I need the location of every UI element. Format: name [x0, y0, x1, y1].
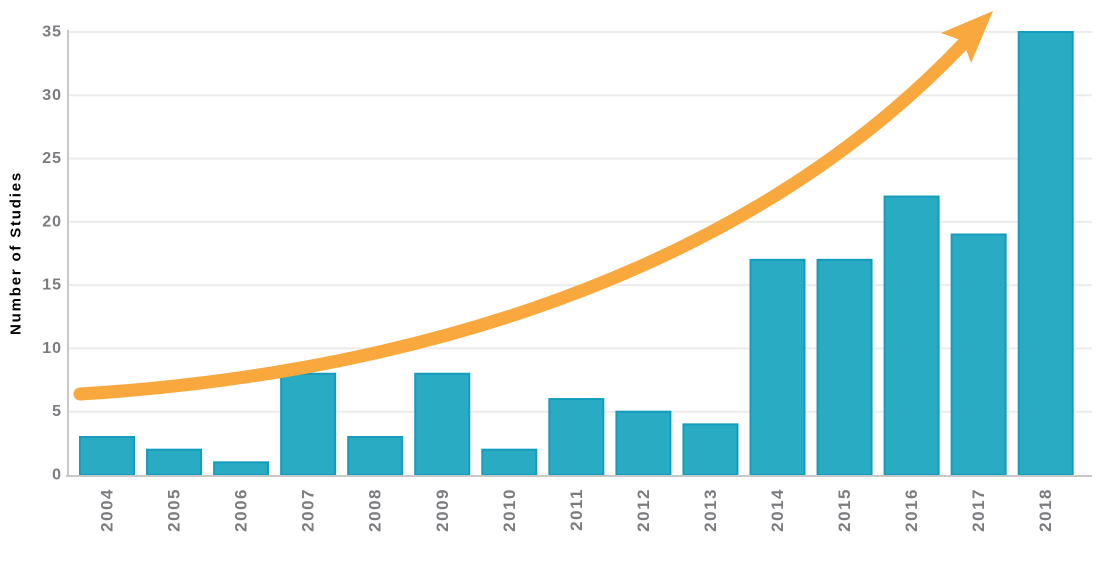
bar-2018 [1017, 31, 1074, 476]
x-tick-label-2014: 2014 [768, 488, 787, 532]
trend-arrow [73, 11, 993, 401]
y-tick-label: 20 [42, 213, 62, 230]
bars [79, 31, 1074, 477]
y-tick-label: 25 [42, 150, 62, 167]
bar-2017 [950, 233, 1007, 476]
y-tick-label: 35 [42, 24, 62, 41]
bar-2005 [146, 448, 203, 476]
bar-2015 [816, 258, 873, 477]
trend-arrow-curve [73, 37, 970, 401]
y-tick-label: 5 [52, 403, 62, 420]
x-tick-label-2004: 2004 [98, 488, 117, 532]
x-tick-label-2010: 2010 [500, 488, 519, 532]
y-tick-label: 30 [42, 87, 62, 104]
x-tick-label-2005: 2005 [165, 488, 184, 532]
x-tick-label-2016: 2016 [902, 488, 921, 532]
x-tick-label-2008: 2008 [366, 488, 385, 532]
x-tick-label-2007: 2007 [299, 488, 318, 532]
x-tick-label-2017: 2017 [969, 488, 988, 532]
x-tick-label-2013: 2013 [701, 488, 720, 532]
y-tick-label: 0 [52, 467, 62, 484]
y-axis-title: Number of Studies [8, 171, 25, 335]
bar-2016 [883, 195, 940, 477]
bar-2007 [280, 372, 337, 476]
y-axis-tick-labels: 0 5 10 15 20 25 30 35 [42, 24, 62, 484]
bar-2011 [548, 398, 605, 476]
bar-2008 [347, 436, 404, 476]
trend-arrow-head-icon [941, 11, 993, 63]
x-tick-label-2011: 2011 [567, 488, 586, 531]
bar-2009 [414, 372, 471, 476]
y-tick-label: 10 [42, 340, 62, 357]
x-tick-label-2018: 2018 [1036, 488, 1055, 532]
bar-2004 [79, 436, 135, 476]
y-tick-label: 15 [42, 277, 62, 294]
bar-2010 [481, 448, 538, 476]
x-tick-label-2012: 2012 [634, 488, 653, 532]
x-tick-label-2015: 2015 [835, 488, 854, 532]
bar-2013 [682, 423, 739, 476]
bar-2006 [213, 461, 270, 477]
bar-2012 [615, 410, 672, 477]
bar-2014 [749, 258, 806, 477]
x-axis-tick-labels: 2004 2005 2006 2007 2008 2009 2010 2011 2012 2013… [98, 488, 1056, 532]
x-tick-label-2009: 2009 [433, 488, 452, 532]
x-tick-label-2006: 2006 [232, 488, 251, 532]
